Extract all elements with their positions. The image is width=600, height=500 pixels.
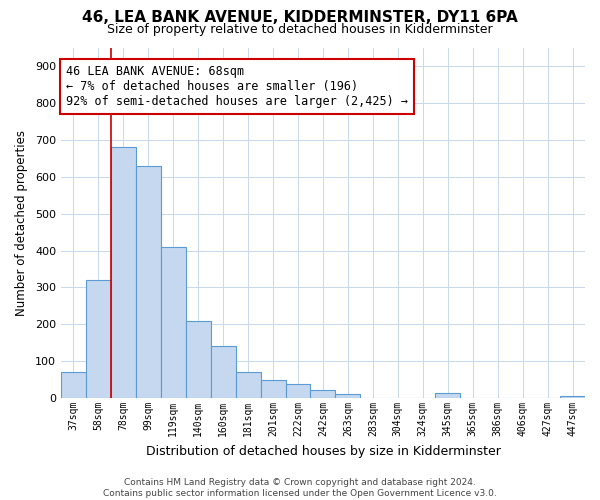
Bar <box>61 372 86 398</box>
Bar <box>161 247 186 398</box>
Bar <box>286 384 310 398</box>
Bar <box>136 166 161 398</box>
Bar <box>260 380 286 398</box>
Y-axis label: Number of detached properties: Number of detached properties <box>15 130 28 316</box>
Bar <box>335 394 361 398</box>
X-axis label: Distribution of detached houses by size in Kidderminster: Distribution of detached houses by size … <box>146 444 500 458</box>
Text: Contains HM Land Registry data © Crown copyright and database right 2024.
Contai: Contains HM Land Registry data © Crown c… <box>103 478 497 498</box>
Bar <box>435 392 460 398</box>
Bar <box>86 280 111 398</box>
Text: 46 LEA BANK AVENUE: 68sqm
← 7% of detached houses are smaller (196)
92% of semi-: 46 LEA BANK AVENUE: 68sqm ← 7% of detach… <box>66 65 408 108</box>
Bar <box>186 320 211 398</box>
Text: 46, LEA BANK AVENUE, KIDDERMINSTER, DY11 6PA: 46, LEA BANK AVENUE, KIDDERMINSTER, DY11… <box>82 10 518 25</box>
Bar <box>560 396 585 398</box>
Bar <box>111 147 136 398</box>
Bar <box>310 390 335 398</box>
Bar <box>211 346 236 398</box>
Bar <box>236 372 260 398</box>
Text: Size of property relative to detached houses in Kidderminster: Size of property relative to detached ho… <box>107 22 493 36</box>
